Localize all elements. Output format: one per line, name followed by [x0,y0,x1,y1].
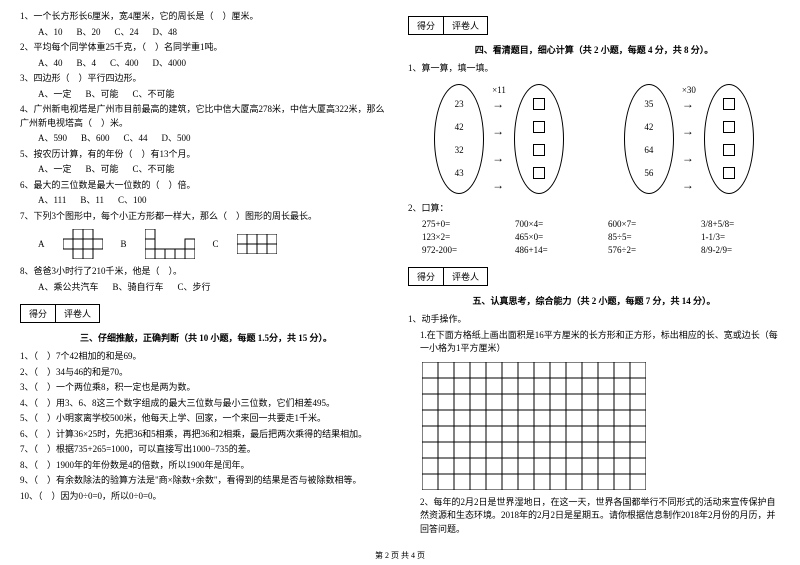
task2: 2、每年的2月2日是世界湿地日，在这一天，世界各国都举行不同形式的活动来宣传保护… [408,496,780,537]
q1: 1、一个长方形长6厘米，宽4厘米，它的周长是（ ）厘米。 [20,10,392,24]
shape-a [63,229,103,259]
right-arrows: ×30 →→→→ [682,85,696,193]
left-oval: 23423243 [434,84,484,194]
shapes-row: A B C [38,229,392,259]
shape-a-label: A [38,239,45,249]
q1-opts: A、10B、20C、24D、48 [20,26,392,40]
q4: 4、广州新电视塔是广州市目前最高的建筑，它比中信大厦高278米，中信大厦高322… [20,103,392,130]
right-column: 得分评卷人 四、看清题目，细心计算（共 2 小题，每题 4 分，共 8 分）。 … [400,8,788,557]
calc-right: 35426456 ×30 →→→→ [624,84,754,194]
mental-title: 2、口算： [408,202,780,216]
page-footer: 第 2 页 共 4 页 [0,550,800,561]
shape-b-label: B [121,239,127,249]
judge-7: 7、（ ）根据735+265=1000，可以直接写出1000−735的差。 [20,443,392,457]
q6: 6、最大的三位数是最大一位数的（ ）倍。 [20,179,392,193]
q8-opts: A、乘公共汽车B、骑自行车C、步行 [20,281,392,295]
score-box-5: 得分评卷人 [408,267,488,286]
shape-c [237,234,277,254]
q8: 8、爸爸3小时行了210千米，他是（ ）。 [20,265,392,279]
judge-1: 1、（ ）7个42相加的和是69。 [20,350,392,364]
q4-opts: A、590B、600C、44D、500 [20,132,392,146]
section3-title: 三、仔细推敲，正确判断（共 10 小题，每题 1.5分，共 15 分）。 [20,331,392,344]
task1-desc: 1.在下面方格纸上画出面积是16平方厘米的长方形和正方形，标出相应的长、宽或边长… [408,329,780,356]
q6-opts: A、111B、11C、100 [20,194,392,208]
left-boxes [514,84,564,194]
q3: 3、四边形（ ）平行四边形。 [20,72,392,86]
shape-b [145,229,195,259]
q2-opts: A、40B、4C、400D、4000 [20,57,392,71]
judge-2: 2、（ ）34与46的和是70。 [20,366,392,380]
task1: 1、动手操作。 [408,313,780,327]
q3-opts: A、一定B、可能C、不可能 [20,88,392,102]
shape-c-label: C [213,239,219,249]
judge-4: 4、（ ）用3、6、8这三个数字组成的最大三位数与最小三位数，它们相差495。 [20,397,392,411]
calc-left: 23423243 ×11 →→→→ [434,84,564,194]
judge-8: 8、（ ）1900年的年份数是4的倍数，所以1900年是闰年。 [20,459,392,473]
q5-opts: A、一定B、可能C、不可能 [20,163,392,177]
judge-3: 3、（ ）一个两位乘8，积一定也是两为数。 [20,381,392,395]
left-arrows: ×11 →→→→ [492,85,506,193]
calc1-title: 1、算一算，填一填。 [408,62,780,76]
section5-title: 五、认真思考，综合能力（共 2 小题，每题 7 分，共 14 分）。 [408,294,780,307]
judge-6: 6、（ ）计算36×25时，先把36和5相乘，再把36和2相乘，最后把两次乘得的… [20,428,392,442]
left-column: 1、一个长方形长6厘米，宽4厘米，它的周长是（ ）厘米。 A、10B、20C、2… [12,8,400,557]
judge-9: 9、（ ）有余数除法的验算方法是"商×除数+余数"，看得到的结果是否与被除数相等… [20,474,392,488]
section4-title: 四、看清题目，细心计算（共 2 小题，每题 4 分，共 8 分）。 [408,43,780,56]
judge-10: 10、（ ）因为0÷0=0，所以0÷0=0。 [20,490,392,504]
q7: 7、下列3个图形中，每个小正方形都一样大，那么（ ）图形的周长最长。 [20,210,392,224]
q2: 2、平均每个同学体重25千克，（ ）名同学重1吨。 [20,41,392,55]
right-boxes [704,84,754,194]
score-box-4: 得分评卷人 [408,16,488,35]
right-oval: 35426456 [624,84,674,194]
judge-5: 5、（ ）小明家离学校500米，他每天上学、回家，一个来回一共要走1千米。 [20,412,392,426]
calc-diagrams: 23423243 ×11 →→→→ 35426456 ×30 →→→→ [408,84,780,194]
mental-grid: 275+0=700×4=600×7=3/8+5/8= 123×2=465×0=8… [422,219,780,255]
grid-paper [422,362,780,490]
score-box-3: 得分评卷人 [20,304,100,323]
judges: 1、（ ）7个42相加的和是69。 2、（ ）34与46的和是70。 3、（ ）… [20,350,392,503]
q5: 5、按农历计算，有的年份（ ）有13个月。 [20,148,392,162]
